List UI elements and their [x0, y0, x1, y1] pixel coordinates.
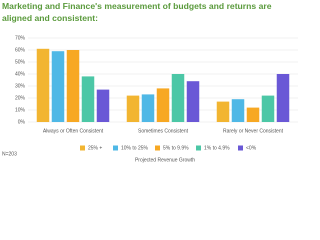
legend-label: <0%: [246, 146, 257, 152]
chart-title: Marketing and Finance's measurement of b…: [2, 1, 272, 23]
legend-swatch: [238, 145, 243, 151]
bar: [156, 88, 170, 122]
bar: [261, 95, 275, 122]
bar: [246, 107, 260, 122]
bar: [171, 74, 185, 122]
chart: Marketing and Finance's measurement of b…: [2, 1, 298, 163]
bar: [231, 99, 245, 122]
legend-swatch: [113, 145, 118, 151]
sample-note: N=203: [2, 151, 17, 157]
y-tick-label: 50%: [15, 59, 26, 65]
y-tick-label: 70%: [15, 35, 26, 41]
x-axis-label: Projected Revenue Growth: [135, 157, 195, 163]
legend-swatch: [196, 145, 201, 151]
legend-swatch: [80, 145, 85, 151]
y-tick-label: 0%: [18, 119, 26, 125]
bar: [36, 48, 50, 122]
y-tick-label: 60%: [15, 47, 26, 53]
bar: [186, 81, 200, 122]
bar: [96, 89, 110, 122]
bar: [216, 101, 230, 122]
y-tick-label: 30%: [15, 83, 26, 89]
legend-label: 1% to 4.9%: [204, 146, 230, 152]
bar: [141, 94, 155, 122]
bar: [276, 74, 290, 122]
bar: [66, 50, 80, 122]
legend-label: 10% to 25%: [121, 146, 149, 152]
bar: [126, 95, 140, 122]
x-tick-label: Always or Often Consistent: [43, 128, 104, 134]
y-tick-label: 10%: [15, 107, 26, 113]
y-tick-label: 20%: [15, 95, 26, 101]
bar: [81, 76, 95, 122]
y-tick-label: 40%: [15, 71, 26, 77]
bar: [51, 51, 65, 123]
x-tick-label: Rarely or Never Consistent: [223, 128, 284, 134]
x-tick-label: Sometimes Consistent: [138, 128, 189, 134]
legend-label: 25% +: [88, 146, 102, 152]
legend-label: 5% to 9.9%: [163, 146, 189, 152]
legend-swatch: [155, 145, 160, 151]
